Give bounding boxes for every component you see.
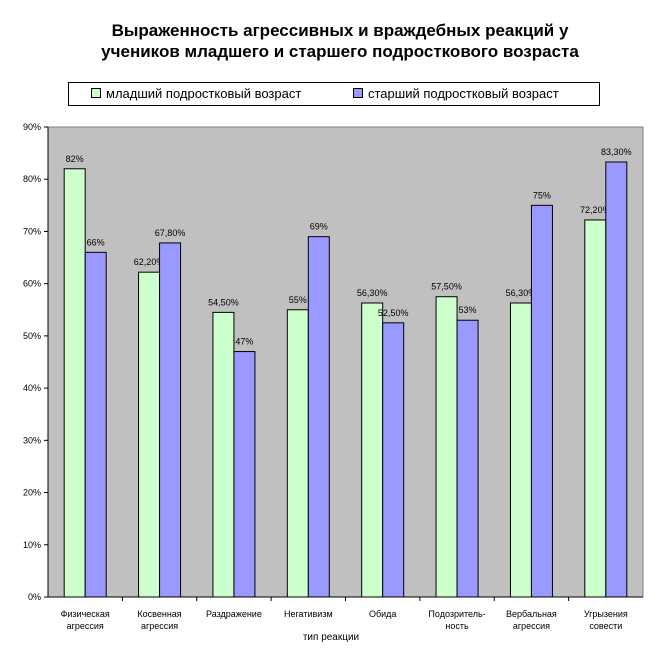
legend-entry-older: старший подростковый возраст: [353, 87, 559, 101]
data-label: 72,20%: [580, 205, 611, 215]
y-tick-label: 80%: [23, 174, 41, 184]
data-label: 52,50%: [378, 308, 409, 318]
y-tick-label: 50%: [23, 331, 41, 341]
data-label: 56,30%: [506, 288, 537, 298]
y-tick-label: 90%: [23, 122, 41, 132]
chart-title: Выраженность агрессивных и враждебных ре…: [40, 20, 640, 62]
data-label: 57,50%: [431, 282, 462, 292]
bar: [307, 236, 330, 598]
data-label: 55%: [289, 295, 307, 305]
bar: [63, 168, 86, 598]
y-tick-label: 70%: [23, 226, 41, 236]
data-label: 66%: [87, 237, 105, 247]
legend-entry-younger: младший подростковый возраст: [91, 87, 301, 101]
y-tick-label: 30%: [23, 435, 41, 445]
chart-title-line-2: учеников младшего и старшего подростково…: [101, 42, 579, 61]
data-label: 67,80%: [155, 228, 186, 238]
x-tick-label: Вербальная агрессия: [506, 609, 557, 631]
legend-label-older: старший подростковый возраст: [368, 86, 559, 101]
data-label: 75%: [533, 190, 551, 200]
bar: [233, 351, 256, 598]
bar: [509, 302, 532, 598]
bar: [138, 271, 161, 598]
bar: [361, 302, 384, 598]
bar: [584, 219, 607, 598]
bar: [605, 161, 628, 598]
bar: [456, 319, 479, 598]
x-tick-label: Подозритель-ность: [428, 609, 485, 631]
x-tick-label: Косвенная агрессия: [137, 609, 181, 631]
bar: [84, 251, 107, 598]
plot-area: [47, 126, 644, 598]
y-tick-label: 0%: [28, 592, 41, 602]
y-tick-label: 60%: [23, 279, 41, 289]
x-tick-label: Раздражение: [206, 609, 262, 619]
bar: [435, 296, 458, 598]
x-tick-label: Физическая агрессия: [61, 609, 110, 631]
legend-swatch-younger: [91, 88, 101, 98]
data-label: 82%: [66, 154, 84, 164]
data-label: 54,50%: [208, 297, 239, 307]
x-tick-label: Обида: [369, 609, 396, 619]
bar: [159, 242, 182, 598]
legend: младший подростковый возраст старший под…: [68, 82, 600, 106]
legend-label-younger: младший подростковый возраст: [106, 86, 302, 101]
bar: [530, 204, 553, 598]
data-label: 62,20%: [134, 257, 165, 267]
data-label: 83,30%: [601, 147, 632, 157]
y-tick-label: 40%: [23, 383, 41, 393]
legend-swatch-older: [353, 88, 363, 98]
data-label: 69%: [310, 222, 328, 232]
chart-title-line-1: Выраженность агрессивных и враждебных ре…: [111, 21, 569, 40]
x-axis-title: тип реакции: [302, 632, 360, 643]
y-tick-label: 20%: [23, 488, 41, 498]
x-tick-label: Негативизм: [284, 609, 333, 619]
y-tick-label: 10%: [23, 540, 41, 550]
data-label: 53%: [459, 305, 477, 315]
data-label: 47%: [235, 337, 253, 347]
bar: [286, 309, 309, 598]
x-tick-label: Угрызения совести: [584, 609, 628, 631]
bar: [382, 322, 405, 598]
data-label: 56,30%: [357, 288, 388, 298]
bar: [212, 311, 235, 598]
